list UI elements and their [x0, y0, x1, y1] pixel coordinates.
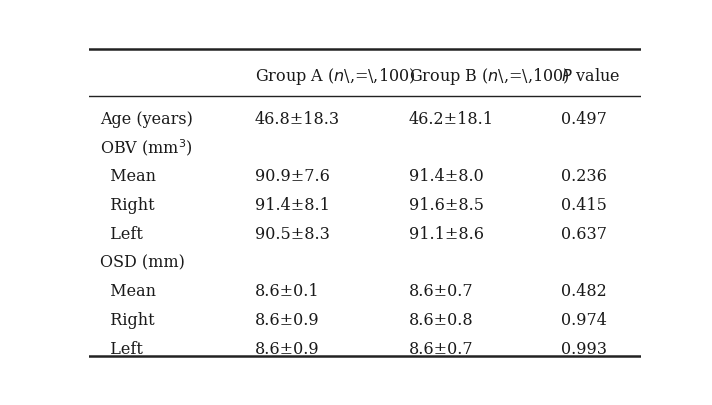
Text: Mean: Mean	[100, 168, 156, 185]
Text: 8.6±0.8: 8.6±0.8	[409, 311, 473, 328]
Text: OSD (mm): OSD (mm)	[100, 254, 185, 271]
Text: Mean: Mean	[100, 282, 156, 299]
Text: 0.497: 0.497	[561, 110, 607, 127]
Text: 8.6±0.7: 8.6±0.7	[409, 282, 473, 299]
Text: 8.6±0.1: 8.6±0.1	[255, 282, 319, 299]
Text: Group A ($\it{n}$\,=\,100): Group A ($\it{n}$\,=\,100)	[255, 66, 415, 87]
Text: 8.6±0.7: 8.6±0.7	[409, 340, 473, 357]
Text: 91.1±8.6: 91.1±8.6	[409, 225, 484, 242]
Text: Left: Left	[100, 340, 143, 357]
Text: 91.4±8.1: 91.4±8.1	[255, 196, 330, 213]
Text: 46.2±18.1: 46.2±18.1	[409, 110, 494, 127]
Text: 8.6±0.9: 8.6±0.9	[255, 340, 319, 357]
Text: 91.4±8.0: 91.4±8.0	[409, 168, 483, 185]
Text: 0.482: 0.482	[561, 282, 607, 299]
Text: 0.993: 0.993	[561, 340, 607, 357]
Text: Age (years): Age (years)	[100, 110, 193, 127]
Text: 0.415: 0.415	[561, 196, 607, 213]
Text: Group B ($\it{n}$\,=\,100): Group B ($\it{n}$\,=\,100)	[409, 66, 570, 87]
Text: Right: Right	[100, 196, 155, 213]
Text: 0.974: 0.974	[561, 311, 607, 328]
Text: Left: Left	[100, 225, 143, 242]
Text: 0.236: 0.236	[561, 168, 607, 185]
Text: $\it{P}$ value: $\it{P}$ value	[561, 68, 620, 85]
Text: 90.5±8.3: 90.5±8.3	[255, 225, 330, 242]
Text: Right: Right	[100, 311, 155, 328]
Text: OBV (mm$^3$): OBV (mm$^3$)	[100, 137, 193, 158]
Text: 91.6±8.5: 91.6±8.5	[409, 196, 484, 213]
Text: 90.9±7.6: 90.9±7.6	[255, 168, 330, 185]
Text: 8.6±0.9: 8.6±0.9	[255, 311, 319, 328]
Text: 0.637: 0.637	[561, 225, 607, 242]
Text: 46.8±18.3: 46.8±18.3	[255, 110, 340, 127]
